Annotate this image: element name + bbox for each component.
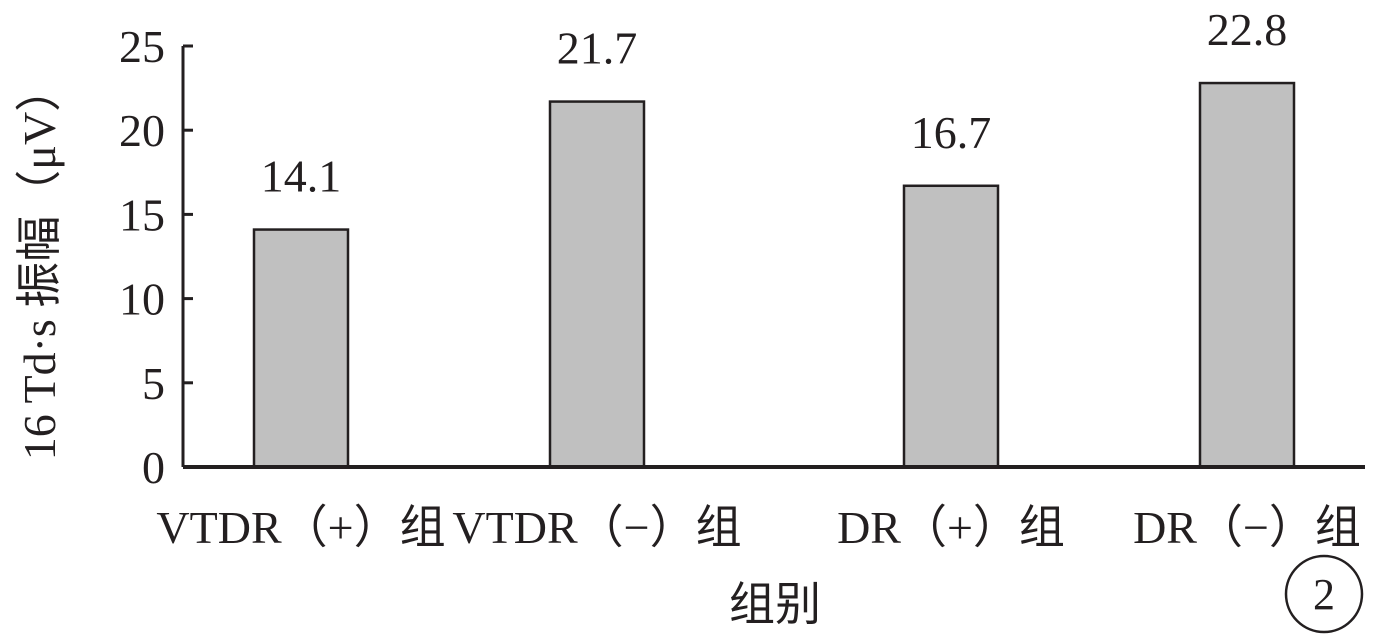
y-tick-label: 10 <box>119 274 165 325</box>
category-label: VTDR（−）组 <box>452 502 741 553</box>
category-label: VTDR（+）组 <box>156 502 445 553</box>
panel-badge-circle <box>1284 554 1364 634</box>
category-label: DR（−）组 <box>1133 502 1361 553</box>
y-axis-title: 16 Td·s 振幅（μV） <box>14 66 65 460</box>
panel-badge: 2 <box>1284 554 1364 634</box>
panel-badge-number: 2 <box>1313 570 1335 619</box>
bar-value-label: 21.7 <box>557 23 638 74</box>
bar-value-label: 16.7 <box>911 107 992 158</box>
bar <box>252 228 350 469</box>
axes-layer <box>181 46 1365 469</box>
category-labels: VTDR（+）组 VTDR（−）组 DR（+）组 DR（−）组 <box>156 502 1361 553</box>
bar <box>1198 81 1296 469</box>
y-tick-label: 25 <box>119 21 165 72</box>
y-tick-label: 5 <box>142 358 165 409</box>
bar <box>548 100 646 469</box>
x-axis-title: 组别 <box>729 579 821 630</box>
y-ticks: 0 5 10 15 20 25 <box>119 21 193 493</box>
y-tick-label: 20 <box>119 105 165 156</box>
category-label: DR（+）组 <box>837 502 1065 553</box>
y-tick-label: 15 <box>119 189 165 240</box>
bars-layer <box>252 81 1296 469</box>
y-tick-label: 0 <box>142 442 165 493</box>
bar <box>902 184 1000 469</box>
data-labels: 14.1 21.7 16.7 22.8 <box>261 4 1288 202</box>
bar-value-label: 22.8 <box>1207 4 1288 55</box>
bar-value-label: 14.1 <box>261 151 342 202</box>
